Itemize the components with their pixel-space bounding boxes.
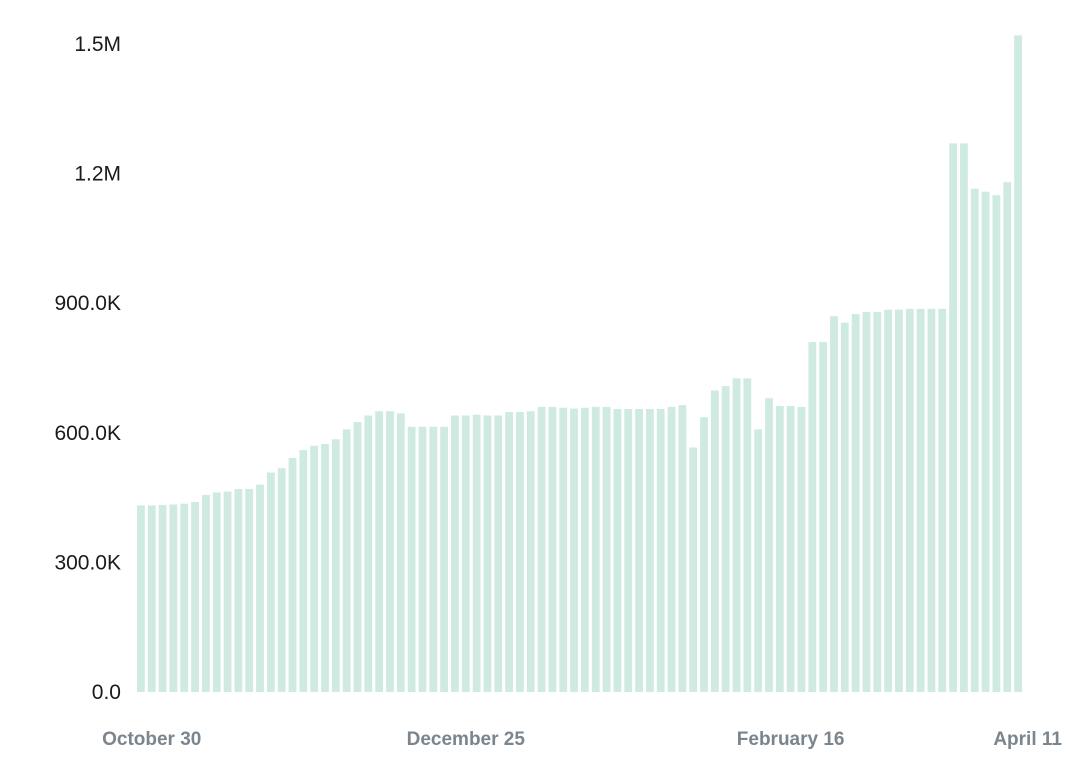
bar bbox=[472, 414, 481, 692]
bar bbox=[331, 439, 340, 692]
bar bbox=[938, 308, 947, 692]
bar bbox=[743, 378, 752, 692]
x-tick-label: April 11 bbox=[993, 729, 1062, 750]
bar bbox=[505, 412, 513, 692]
bar bbox=[808, 342, 817, 692]
bar bbox=[700, 417, 708, 692]
bar bbox=[581, 407, 589, 692]
bar bbox=[201, 495, 210, 692]
bar bbox=[440, 426, 449, 692]
bar bbox=[949, 143, 957, 693]
bar bbox=[364, 415, 373, 692]
bar bbox=[905, 308, 914, 692]
bar bbox=[732, 378, 741, 692]
bars bbox=[137, 35, 1022, 693]
bar bbox=[321, 444, 329, 692]
bar bbox=[689, 447, 698, 692]
bar bbox=[266, 472, 275, 692]
bar bbox=[570, 408, 578, 692]
bar bbox=[873, 311, 882, 692]
bar bbox=[137, 505, 145, 692]
bar bbox=[429, 426, 438, 692]
bar bbox=[147, 505, 156, 692]
bar bbox=[635, 409, 643, 692]
bar bbox=[591, 406, 600, 692]
bar bbox=[526, 411, 535, 692]
bar bbox=[299, 450, 308, 692]
bar bbox=[895, 309, 903, 692]
bar bbox=[191, 501, 199, 692]
bar bbox=[765, 398, 773, 692]
bar bbox=[516, 412, 524, 692]
bar bbox=[396, 413, 405, 692]
x-tick-label: October 30 bbox=[102, 729, 201, 750]
bar bbox=[916, 308, 925, 692]
bar bbox=[451, 415, 459, 692]
bar bbox=[1014, 35, 1022, 693]
bar bbox=[970, 188, 979, 692]
y-tick-label: 1.2M bbox=[74, 163, 121, 186]
bar bbox=[678, 405, 687, 692]
bar bbox=[775, 406, 784, 692]
bar bbox=[786, 406, 795, 692]
bar bbox=[797, 406, 806, 692]
bar bbox=[483, 415, 492, 692]
bar bbox=[862, 311, 871, 692]
bar bbox=[353, 422, 362, 692]
bar bbox=[840, 322, 849, 692]
y-tick-label: 1.5M bbox=[74, 33, 121, 56]
bar bbox=[667, 406, 676, 692]
bar bbox=[851, 314, 860, 692]
bar bbox=[537, 406, 546, 692]
bar bbox=[613, 409, 622, 692]
y-tick-label: 0.0 bbox=[92, 681, 121, 704]
bar bbox=[256, 484, 264, 692]
bar bbox=[288, 457, 297, 692]
bar bbox=[245, 488, 254, 692]
x-tick-label: December 25 bbox=[407, 729, 526, 750]
bar bbox=[418, 426, 427, 692]
bar bbox=[169, 504, 178, 692]
bar bbox=[277, 468, 286, 692]
bar bbox=[407, 426, 416, 692]
bar bbox=[234, 488, 243, 692]
bar bbox=[754, 429, 763, 692]
x-axis: October 30 December 25 February 16 April 11 bbox=[102, 729, 1062, 750]
bar bbox=[461, 415, 470, 692]
x-tick-label: February 16 bbox=[737, 729, 845, 750]
y-axis: 0.0 300.0K 600.0K 900.0K 1.2M 1.5M bbox=[54, 33, 121, 704]
bar bbox=[830, 316, 838, 692]
y-tick-label: 900.0K bbox=[54, 292, 121, 315]
bar bbox=[721, 386, 730, 692]
bar bbox=[342, 429, 351, 692]
bar bbox=[884, 309, 893, 692]
bar bbox=[981, 191, 990, 693]
bar bbox=[494, 415, 503, 692]
bar bbox=[710, 390, 719, 692]
bar bbox=[180, 503, 189, 692]
y-tick-label: 300.0K bbox=[54, 551, 121, 574]
bar bbox=[223, 491, 232, 692]
bar bbox=[624, 409, 633, 692]
bar bbox=[960, 143, 968, 693]
bar bbox=[927, 308, 936, 692]
bar bbox=[559, 407, 568, 692]
bar bbox=[602, 406, 611, 692]
bar bbox=[310, 445, 319, 692]
bar bbox=[212, 492, 221, 692]
bar bbox=[386, 411, 394, 692]
bar bbox=[992, 195, 1001, 692]
bar bbox=[158, 504, 167, 692]
bar bbox=[1003, 182, 1012, 693]
bar bbox=[656, 409, 665, 692]
bar bbox=[819, 342, 828, 692]
bar bbox=[548, 406, 557, 692]
y-tick-label: 600.0K bbox=[54, 422, 121, 445]
bar bbox=[375, 411, 384, 692]
bar bbox=[645, 409, 654, 692]
